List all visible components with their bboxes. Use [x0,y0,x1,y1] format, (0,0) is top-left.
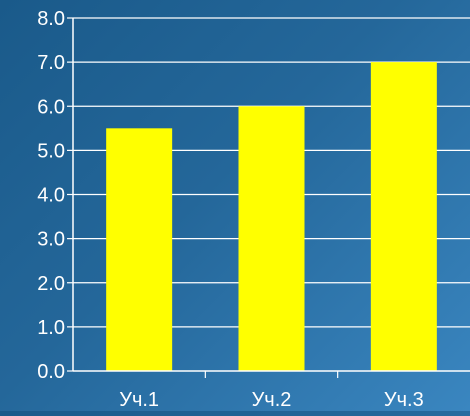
y-tick-label: 5.0 [37,140,65,162]
y-tick-label: 1.0 [37,317,65,339]
y-tick-label: 8.0 [37,8,65,30]
y-tick-label: 3.0 [37,229,65,251]
y-tick-label: 6.0 [37,96,65,118]
y-tick-label: 7.0 [37,52,65,74]
y-tick-label: 4.0 [37,185,65,207]
x-tick-label: Уч.3 [384,389,424,411]
y-tick-label: 2.0 [37,273,65,295]
bar [238,106,305,371]
bar [106,128,173,371]
bars [106,62,437,371]
x-tick-label: Уч.2 [252,389,292,411]
x-tick-label: Уч.1 [119,389,159,411]
bar [370,62,437,371]
y-tick-label: 0.0 [37,361,65,383]
y-axis-ticks: 0.0 1.0 2.0 3.0 4.0 5.0 6.0 7.0 8.0 [37,8,73,383]
x-axis-ticks: Уч.1 Уч.2 Уч.3 [119,371,424,411]
